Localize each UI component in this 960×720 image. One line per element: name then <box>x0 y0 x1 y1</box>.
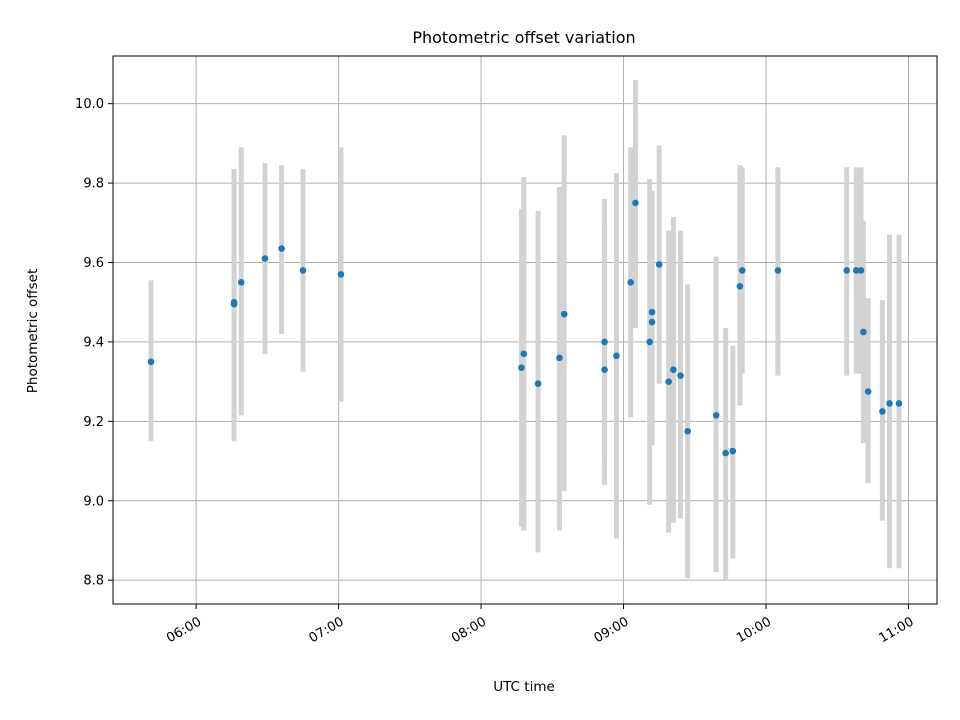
data-point <box>860 328 867 336</box>
y-axis-label: Photometric offset <box>25 269 41 393</box>
x-tick-label: 10:00 <box>734 614 774 646</box>
data-point <box>278 245 285 252</box>
data-point <box>601 366 608 374</box>
data-point <box>736 283 744 290</box>
data-point <box>670 366 677 374</box>
data-points <box>147 199 903 457</box>
data-point <box>843 267 851 274</box>
data-point <box>534 380 542 387</box>
y-tick-label: 9.0 <box>83 494 104 509</box>
data-point <box>738 267 746 274</box>
data-point <box>230 298 238 306</box>
data-point <box>857 267 865 274</box>
x-tick-label: 09:00 <box>592 614 632 646</box>
data-point <box>601 338 608 346</box>
data-point <box>684 427 691 435</box>
data-point <box>677 372 684 379</box>
data-point <box>665 378 672 385</box>
data-point <box>556 354 563 362</box>
x-axis-ticks: 06:00 07:00 08:00 09:00 10:00 11:00 <box>164 604 917 646</box>
data-point <box>632 199 639 207</box>
data-point <box>261 255 269 262</box>
data-point <box>864 388 872 395</box>
data-point <box>518 364 525 372</box>
y-tick-label: 9.2 <box>83 415 104 430</box>
data-point <box>613 352 620 360</box>
data-point <box>886 400 893 407</box>
data-point <box>147 358 155 366</box>
data-point <box>520 350 528 358</box>
data-point <box>729 447 737 455</box>
data-point <box>722 449 729 457</box>
data-point <box>712 412 720 419</box>
y-axis-ticks: 8.8 9.0 9.2 9.4 9.6 9.8 10.0 <box>75 97 113 589</box>
y-tick-label: 9.6 <box>83 256 104 271</box>
x-axis-label: UTC time <box>493 679 555 695</box>
plot-area-frame <box>112 55 938 605</box>
y-tick-label: 9.8 <box>83 177 104 192</box>
y-tick-label: 8.8 <box>83 574 104 589</box>
data-point <box>646 338 653 346</box>
data-point <box>337 271 345 278</box>
error-bars <box>148 79 902 581</box>
data-point <box>879 408 886 415</box>
data-point <box>237 279 245 286</box>
x-tick-label: 07:00 <box>307 614 347 646</box>
y-tick-label: 9.4 <box>83 335 104 350</box>
data-point <box>655 261 663 268</box>
x-tick-label: 06:00 <box>164 614 204 646</box>
x-tick-label: 11:00 <box>877 614 917 646</box>
data-point <box>627 279 634 286</box>
data-point <box>560 310 568 318</box>
chart-title: Photometric offset variation <box>412 28 635 47</box>
data-point <box>299 267 307 274</box>
data-point <box>648 308 656 316</box>
data-point <box>895 400 903 407</box>
y-tick-label: 10.0 <box>75 97 104 112</box>
x-tick-label: 08:00 <box>449 614 489 646</box>
data-point <box>774 267 782 274</box>
data-point <box>852 267 860 274</box>
data-point <box>648 318 656 326</box>
